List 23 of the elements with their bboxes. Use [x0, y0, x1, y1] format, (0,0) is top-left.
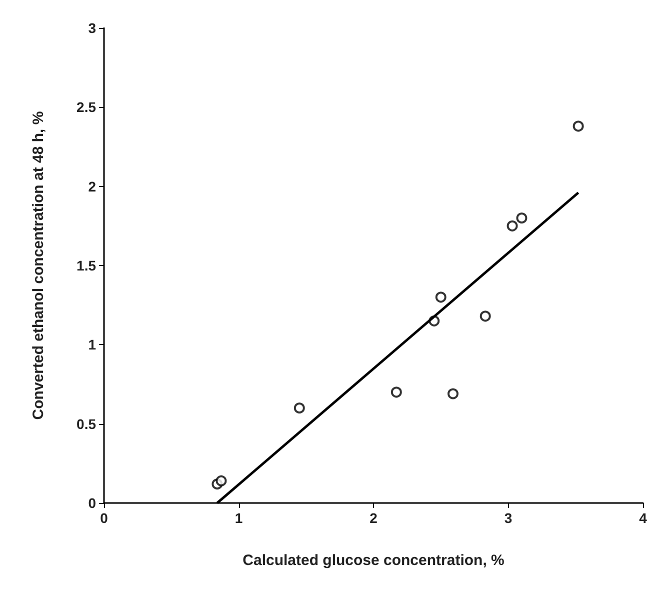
x-tick-label: 1 [234, 510, 243, 526]
point [448, 388, 459, 400]
y-tick-label: 1 [88, 336, 96, 353]
x-tick-label: 4 [639, 510, 648, 526]
y-tick-label: 2 [88, 178, 96, 194]
x-tick-label: 0 [100, 510, 108, 526]
point [480, 310, 491, 322]
y-tick-label: 2.5 [76, 99, 96, 116]
point [516, 212, 528, 224]
x-tick-label: 3 [504, 510, 512, 526]
point [572, 120, 584, 132]
x-tick-label: 2 [370, 510, 378, 526]
point [506, 220, 518, 232]
point [435, 292, 446, 303]
y-tick-label: 1.5 [76, 258, 96, 274]
y-axis-title: Converted ethanol concentration at 48 h, % [30, 111, 47, 420]
x-axis-title: Calculated glucose concentration, % [242, 552, 504, 569]
point [390, 386, 402, 398]
y-tick-label: 3 [88, 20, 96, 36]
point [216, 475, 227, 486]
y-tick-label: 0.5 [76, 416, 96, 432]
point [294, 402, 305, 414]
y-tick-label: 0 [88, 495, 96, 511]
